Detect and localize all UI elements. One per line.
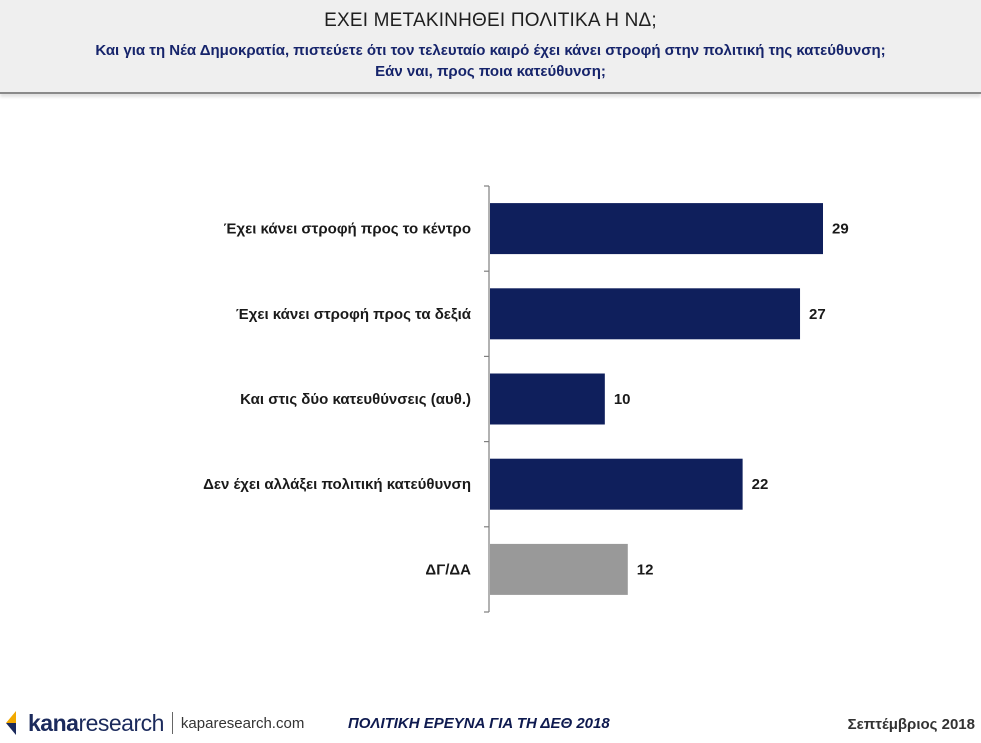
value-label-5: 12 [637,561,654,578]
footer: kana research kaparesearch.com ΠΟΛΙΤΙΚΗ Ε… [0,700,981,743]
chart-title: ΕΧΕΙ ΜΕΤΑΚΙΝΗΘΕΙ ΠΟΛΙΤΙΚΑ Η ΝΔ; [324,10,657,31]
bar-5 [490,543,628,595]
logo-divider [171,712,173,734]
bar-2 [490,288,801,340]
category-label-1: Έχει κάνει στροφή προς το κέντρο [224,221,471,238]
logo-kana-text: kana [28,709,79,736]
category-label-3: Και στις δύο κατευθύνσεις (αυθ.) [240,391,471,408]
chart-subtitle: Και για τη Νέα Δημοκρατία, πιστεύετε ότι… [0,40,981,82]
kanaresearch-logo: kana research kaparesearch.com [4,710,304,736]
kana-logo-icon [6,711,16,735]
value-label-2: 27 [809,306,826,323]
category-label-4: Δεν έχει αλλάξει πολιτική κατεύθυνση [203,476,471,493]
survey-date: Σεπτέμβριος 2018 [847,716,975,733]
survey-name: ΠΟΛΙΤΙΚΗ ΕΡΕΥΝΑ ΓΙΑ ΤΗ ΔΕΘ 2018 [348,715,610,732]
subtitle-line-1: Και για τη Νέα Δημοκρατία, πιστεύετε ότι… [95,42,886,59]
logo-url: kaparesearch.com [180,714,305,732]
category-label-2: Έχει κάνει στροφή προς τα δεξιά [236,306,472,323]
bar-4 [490,458,743,510]
bar-chart: 29 Έχει κάνει στροφή προς το κέντρο 27 Έχει… [203,185,849,613]
logo-research-text: research [78,709,164,736]
subtitle-line-2: Εάν ναι, προς ποια κατεύθυνση; [375,63,606,80]
bar-1 [490,203,823,255]
bar-3 [490,373,605,425]
header-banner: ΕΧΕΙ ΜΕΤΑΚΙΝΗΘΕΙ ΠΟΛΙΤΙΚΑ Η ΝΔ; Και για … [0,0,981,94]
value-label-1: 29 [832,221,849,238]
value-label-3: 10 [614,391,631,408]
value-label-4: 22 [752,476,769,493]
category-label-5: ΔΓ/ΔΑ [425,561,471,578]
